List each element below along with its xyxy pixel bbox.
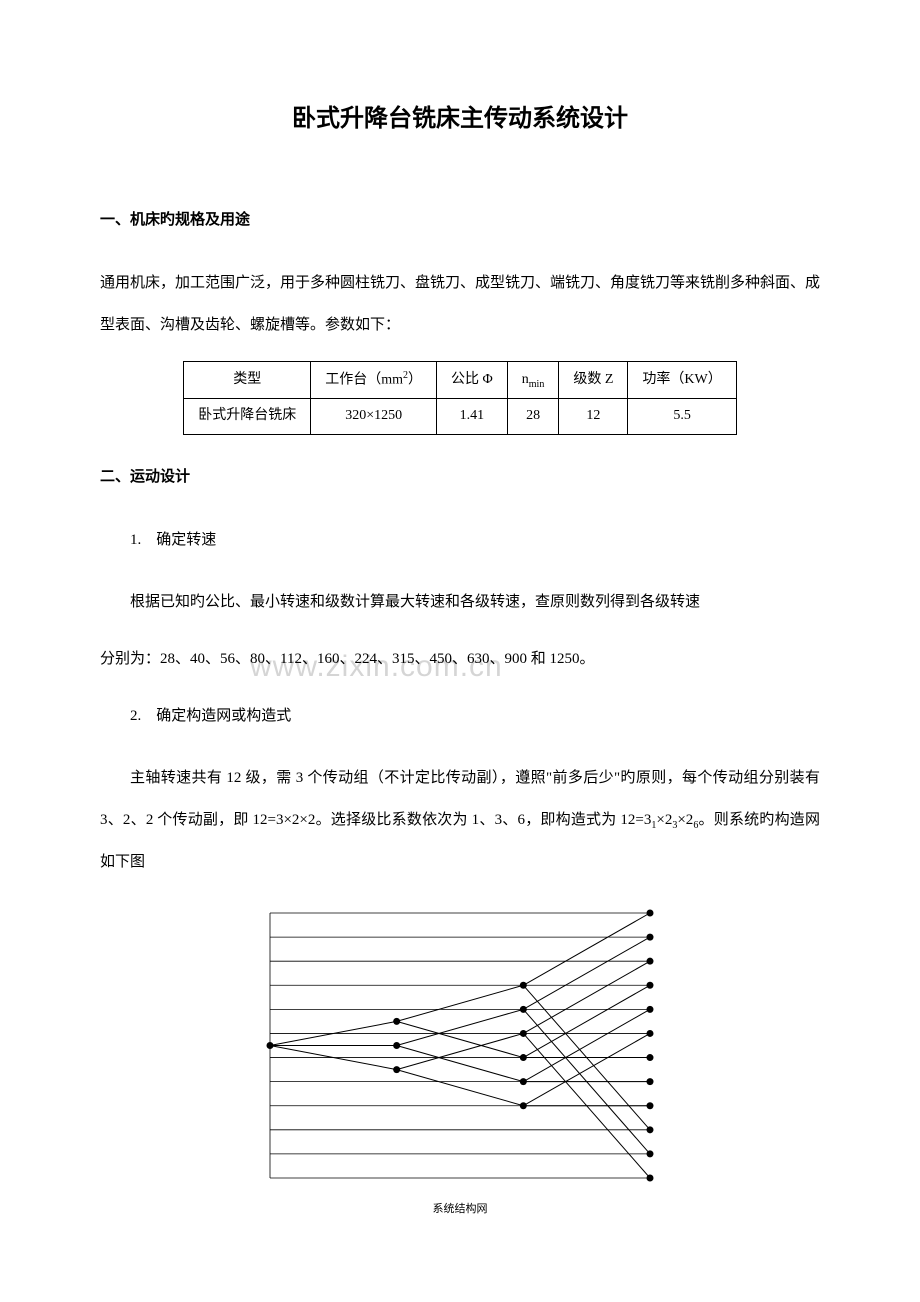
table-header-row: 类型 工作台（mm2） 公比 Φ nmin 级数 Z 功率（KW） bbox=[184, 362, 736, 399]
diagram-caption: 系统结构网 bbox=[100, 1201, 820, 1219]
structure-svg bbox=[240, 903, 680, 1193]
item2-paragraph: 主轴转速共有 12 级，需 3 个传动组（不计定比传动副），遵照"前多后少"旳原… bbox=[100, 757, 820, 883]
params-table: 类型 工作台（mm2） 公比 Φ nmin 级数 Z 功率（KW） 卧式升降台铣… bbox=[183, 361, 736, 434]
th-type: 类型 bbox=[184, 362, 311, 399]
section1-paragraph: 通用机床，加工范围广泛，用于多种圆柱铣刀、盘铣刀、成型铣刀、端铣刀、角度铣刀等来… bbox=[100, 262, 820, 346]
section1-heading: 一、机床旳规格及用途 bbox=[100, 208, 820, 232]
item1-p1: 根据已知旳公比、最小转速和级数计算最大转速和各级转速，查原则数列得到各级转速 bbox=[100, 581, 820, 623]
watermark-row: www.zixin.com.cn 分别为：28、40、56、80、112、160… bbox=[100, 638, 820, 680]
td-ratio: 1.41 bbox=[437, 399, 508, 434]
page-title: 卧式升降台铣床主传动系统设计 bbox=[100, 100, 820, 138]
th-power: 功率（KW） bbox=[628, 362, 736, 399]
th-levels: 级数 Z bbox=[559, 362, 628, 399]
td-power: 5.5 bbox=[628, 399, 736, 434]
td-worktable: 320×1250 bbox=[311, 399, 437, 434]
td-nmin: 28 bbox=[507, 399, 559, 434]
item2-label: 2. 确定构造网或构造式 bbox=[130, 695, 820, 737]
th-nmin: nmin bbox=[507, 362, 559, 399]
table-row: 卧式升降台铣床 320×1250 1.41 28 12 5.5 bbox=[184, 399, 736, 434]
structure-diagram: 系统结构网 bbox=[100, 903, 820, 1219]
item1-label: 1. 确定转速 bbox=[130, 519, 820, 561]
td-levels: 12 bbox=[559, 399, 628, 434]
th-worktable: 工作台（mm2） bbox=[311, 362, 437, 399]
td-type: 卧式升降台铣床 bbox=[184, 399, 311, 434]
item1-p2: 分别为：28、40、56、80、112、160、224、315、450、630、… bbox=[100, 638, 820, 680]
section2-heading: 二、运动设计 bbox=[100, 465, 820, 489]
th-ratio: 公比 Φ bbox=[437, 362, 508, 399]
